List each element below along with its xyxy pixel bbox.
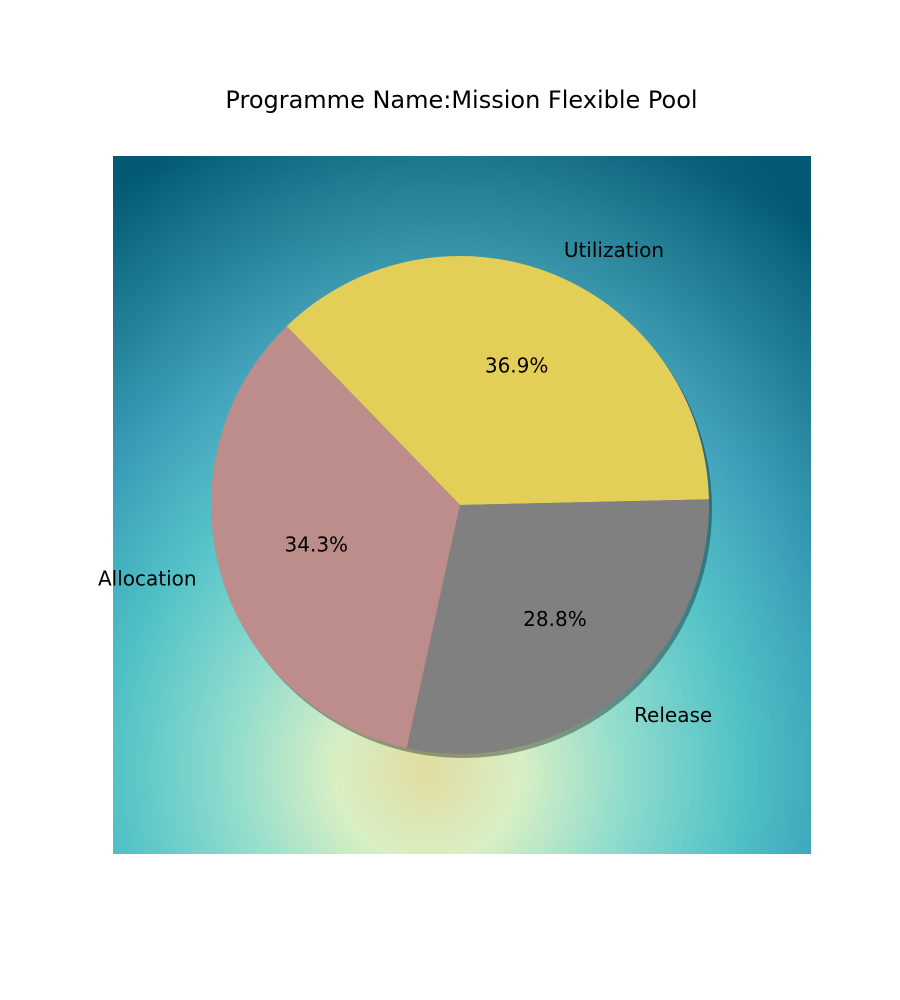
pie-labels: Utilization 36.9% Allocation 34.3% Release 28… xyxy=(98,238,712,727)
slice-label-utilization: Utilization xyxy=(564,238,664,262)
slice-label-allocation: Allocation xyxy=(98,566,197,590)
pie-slice-utilization xyxy=(286,255,709,505)
pie-slice-release xyxy=(406,499,710,754)
slice-label-release: Release xyxy=(634,703,712,727)
pie-slice-allocation xyxy=(211,326,460,749)
pie-slices xyxy=(211,255,710,754)
pct-label-allocation: 34.3% xyxy=(285,532,349,556)
pct-label-utilization: 36.9% xyxy=(485,353,549,377)
chart-title: Programme Name:Mission Flexible Pool xyxy=(225,86,698,114)
pct-label-release: 28.8% xyxy=(523,607,587,631)
